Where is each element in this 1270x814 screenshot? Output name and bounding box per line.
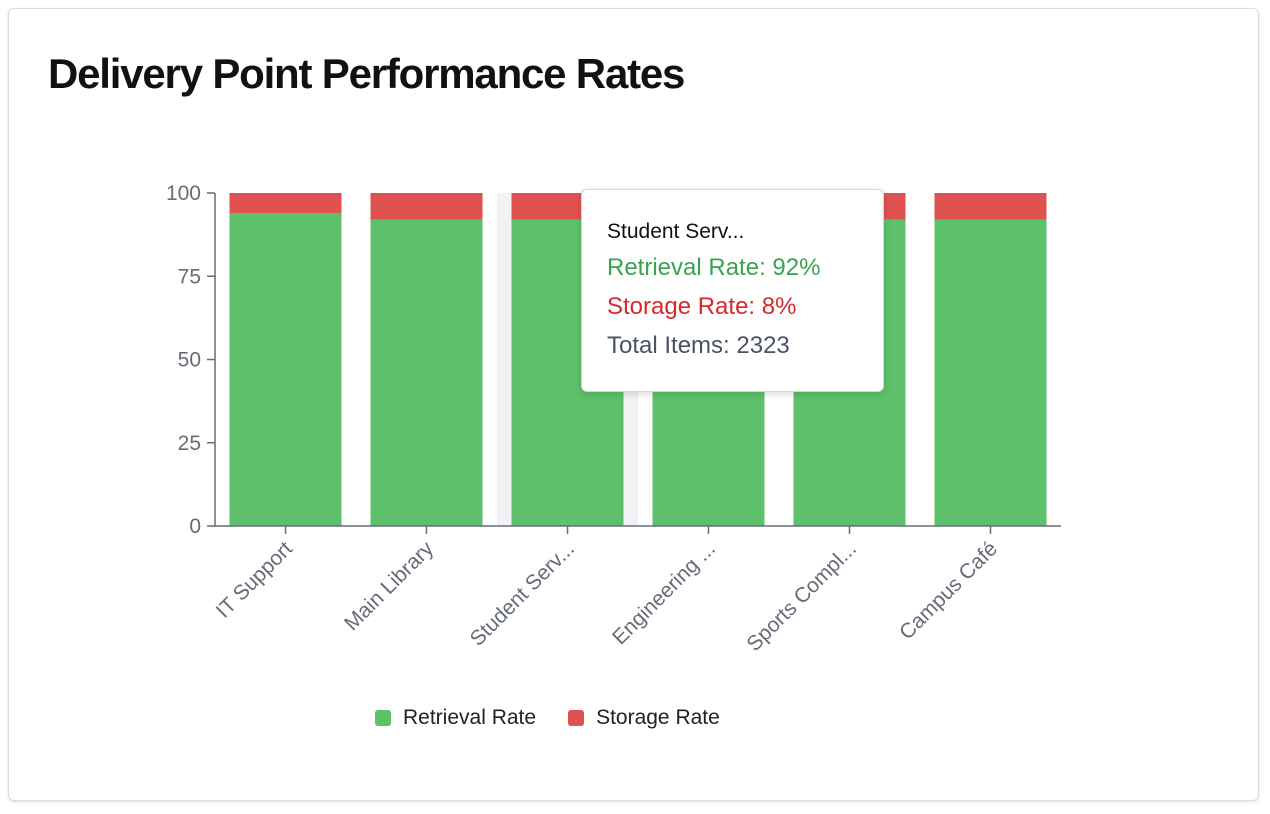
tooltip-retrieval: Retrieval Rate: 92% [607, 254, 821, 281]
y-tick-label-75: 75 [178, 265, 201, 288]
legend-label-retrieval: Retrieval Rate [403, 706, 537, 729]
y-tick-label-50: 50 [178, 349, 201, 372]
x-tick-label-0: IT Support [212, 537, 297, 622]
chart-title: Delivery Point Performance Rates [48, 50, 685, 97]
legend: Retrieval Rate Storage Rate [375, 706, 752, 730]
legend-item-storage[interactable]: Storage Rate [568, 706, 720, 730]
y-tick-label-25: 25 [178, 432, 201, 455]
bars-layer [229, 193, 1047, 527]
bar-storage-1[interactable] [370, 193, 483, 220]
tooltip-total: Total Items: 2323 [607, 332, 790, 359]
x-tick-label-2: Student Serv... [466, 537, 579, 650]
x-tick-label-1: Main Library [340, 537, 438, 635]
bar-retrieval-5[interactable] [934, 219, 1047, 526]
legend-item-retrieval[interactable]: Retrieval Rate [375, 706, 536, 730]
tooltip-title: Student Serv... [607, 220, 745, 243]
x-tick-label-3: Engineering ... [608, 537, 720, 649]
tooltip: Student Serv... Retrieval Rate: 92% Stor… [581, 189, 884, 392]
y-tick-label-100: 100 [166, 182, 201, 205]
y-tick-label-0: 0 [189, 515, 201, 538]
legend-label-storage: Storage Rate [596, 706, 720, 729]
legend-swatch-retrieval [375, 710, 391, 726]
x-tick-label-4: Sports Compl... [742, 537, 861, 656]
bar-storage-0[interactable] [229, 193, 342, 213]
x-tick-label-5: Campus Café [895, 537, 1002, 644]
tooltip-storage: Storage Rate: 8% [607, 293, 797, 320]
bar-retrieval-0[interactable] [229, 212, 342, 527]
bar-storage-5[interactable] [934, 193, 1047, 220]
legend-swatch-storage [568, 710, 585, 726]
bar-retrieval-1[interactable] [370, 219, 483, 526]
